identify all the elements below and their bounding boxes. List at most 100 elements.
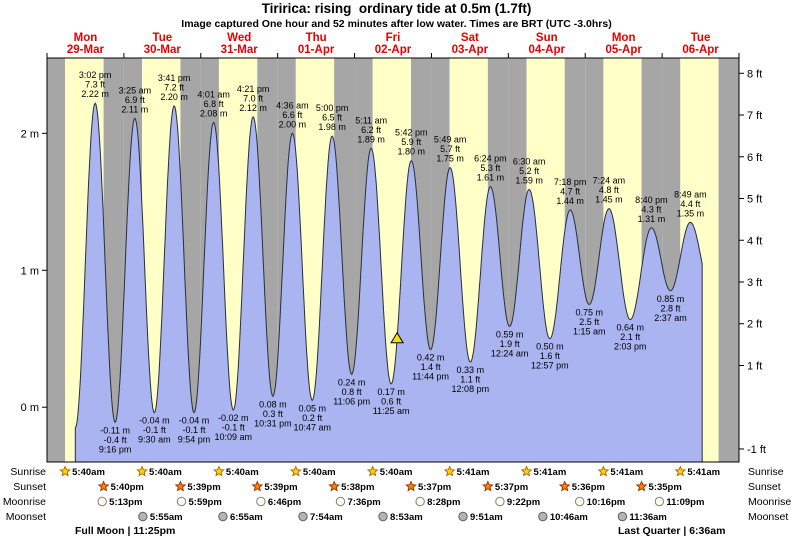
tide-annotation-line: 4:36 am (276, 100, 309, 110)
y-tick-label-right: 6 ft (747, 152, 762, 164)
high-tide-annotation: 4:01 am6.8 ft2.08 m (197, 89, 230, 118)
sunrise-entry: 5:40am (213, 465, 259, 478)
day-label-name: Mon (612, 32, 636, 44)
sunrise-entry: 5:41am (674, 465, 720, 478)
moonrise-entry: 6:46pm (256, 496, 301, 508)
tide-annotation-line: 5.2 ft (519, 166, 540, 176)
astro-row-label-right: Sunrise (748, 466, 784, 478)
tide-annotation-line: 6.2 ft (361, 125, 382, 135)
sunset-entry: 5:36pm (558, 480, 605, 493)
y-axis-left: 2 m 1 m 0 m (21, 128, 47, 414)
day-label-date: 04-Apr (529, 44, 566, 56)
low-tide-annotation: -0.11 m-0.4 ft9:16 pm (99, 425, 132, 454)
tide-annotations: 3:02 pm7.3 ft2.22 m -0.11 m-0.4 ft9:16 pm… (79, 70, 707, 454)
astro-time: 5:37pm (418, 482, 451, 493)
astro-row-label-left: Moonset (6, 511, 46, 523)
astro-time: 5:35pm (649, 482, 682, 493)
tide-annotation-line: 7.3 ft (85, 80, 106, 90)
moonrise-icon (654, 496, 665, 507)
astro-rows: Sunrise Sunrise 5:40am 5:40am 5:40am 5:40am 5:… (3, 465, 791, 523)
high-tide-annotation: 6:30 am5.2 ft1.59 m (513, 156, 546, 185)
astro-time: 5:40am (149, 467, 182, 478)
day-label-date: 02-Apr (375, 44, 412, 56)
tide-annotation-line: -0.04 m (179, 416, 210, 426)
sunset-icon (558, 480, 571, 492)
moonset-entry: 6:55am (218, 511, 263, 523)
tide-annotation-line: 1.59 m (515, 175, 543, 185)
sunrise-icon (136, 465, 148, 477)
moonrise-icon (335, 496, 346, 507)
tide-annotation-line: 2.11 m (121, 104, 148, 114)
tide-annotation-line: 2:03 pm (614, 342, 647, 352)
tide-annotation-line: 1.35 m (677, 208, 705, 218)
moonrise-entry: 8:28pm (415, 496, 460, 508)
day-label-date: 05-Apr (605, 44, 642, 56)
tide-annotation-line: 0.08 m (259, 399, 287, 409)
tide-annotation-line: 6.8 ft (204, 99, 225, 109)
astro-time: 5:55am (150, 512, 183, 523)
tide-annotation-line: 0.75 m (575, 308, 603, 318)
tide-annotation-line: -0.1 ft (143, 425, 167, 435)
astro-time: 5:36pm (572, 482, 605, 493)
tide-annotation-line: 6:30 am (513, 156, 546, 166)
tide-annotation-line: 3:25 am (119, 85, 152, 95)
tide-annotation-line: 4.8 ft (599, 185, 620, 195)
moonset-icon (218, 511, 228, 522)
sunrise-entry: 5:40am (136, 465, 182, 478)
moonrise-icon (415, 496, 425, 507)
tide-annotation-line: 6.5 ft (322, 113, 343, 123)
astro-time: 8:53am (390, 512, 423, 523)
tide-annotation-line: 1.98 m (318, 122, 346, 132)
moonrise-icon (97, 496, 107, 507)
moonrise-entry: 5:59pm (176, 496, 222, 508)
astro-time: 9:51am (470, 512, 503, 523)
tide-annotation-line: 5.3 ft (480, 163, 501, 173)
sunrise-entry: 5:41am (597, 465, 643, 478)
tide-annotation-line: 4.4 ft (680, 199, 701, 209)
sunrise-entry: 5:40am (366, 465, 412, 478)
moonrise-entry: 9:22pm (495, 496, 540, 508)
high-tide-annotation: 3:02 pm7.3 ft2.22 m (79, 70, 112, 99)
tide-annotation-line: 3:41 pm (158, 73, 191, 83)
night-band (47, 58, 66, 462)
high-tide-annotation: 4:36 am6.6 ft2.00 m (276, 100, 309, 129)
astro-time: 11:09pm (666, 497, 704, 508)
astro-row-label-left: Sunrise (10, 466, 46, 478)
sunset-entry: 5:38pm (328, 480, 374, 493)
high-tide-annotation: 4:21 pm7.0 ft2.12 m (237, 84, 270, 113)
sunrise-icon (366, 465, 379, 477)
tide-annotation-line: 0.64 m (616, 323, 644, 333)
sunrise-icon (443, 465, 456, 477)
moonrise-entry: 10:16pm (574, 496, 625, 508)
tide-annotation-line: 7.0 ft (243, 93, 264, 103)
tide-annotation-line: 0.24 m (338, 377, 366, 387)
moonset-icon (617, 511, 628, 522)
moonset-entry: 5:55am (138, 511, 183, 523)
tide-annotation-line: 2.20 m (160, 92, 188, 102)
tide-annotation-line: 7.2 ft (164, 82, 185, 92)
sunrise-entry: 5:41am (443, 465, 489, 478)
tide-annotation-line: 0.85 m (657, 294, 685, 304)
tide-annotation-line: -0.4 ft (104, 435, 128, 445)
day-label-name: Tue (153, 32, 173, 44)
y-tick-label-right: 4 ft (747, 235, 762, 247)
tide-annotation-line: 7:24 am (593, 176, 626, 186)
astro-time: 5:41am (687, 467, 720, 478)
tide-annotation-line: 6:24 pm (474, 154, 507, 164)
tide-annotation-line: 5:11 am (355, 115, 387, 125)
tide-annotation-line: 2.1 ft (620, 332, 641, 342)
sunset-entry: 5:39pm (174, 480, 221, 493)
tide-annotation-line: 0.3 ft (263, 409, 284, 419)
tide-annotation-line: 0.59 m (496, 329, 524, 339)
day-label-name: Sat (461, 32, 479, 44)
plot-border (46, 57, 740, 463)
tide-annotation-line: 5.9 ft (401, 137, 422, 147)
moonrise-entry: 5:13pm (97, 496, 142, 508)
astro-time: 11:36am (629, 512, 667, 523)
tide-annotation-line: 2.22 m (81, 89, 109, 99)
moonrise-icon (495, 496, 505, 507)
tide-annotation-line: 1.44 m (556, 196, 584, 206)
